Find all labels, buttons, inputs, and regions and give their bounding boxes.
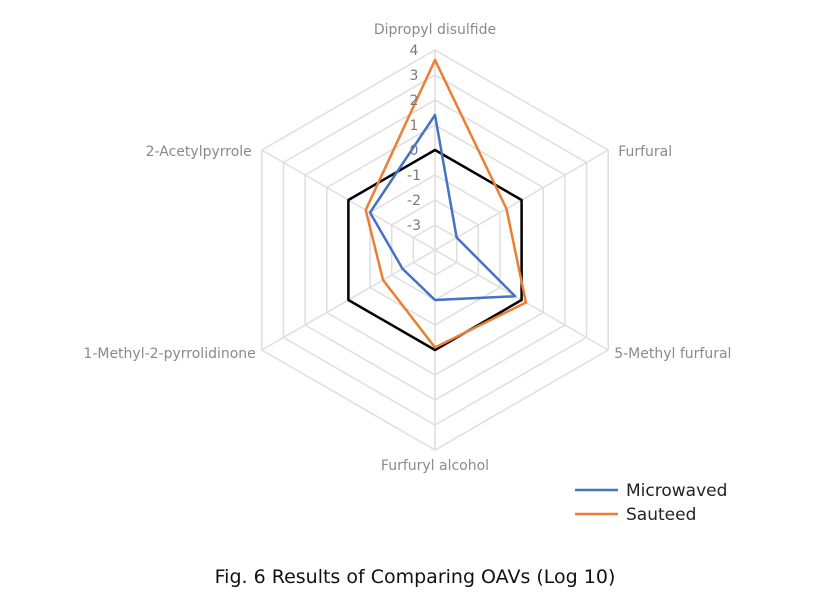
tick-label-neg1: -1 bbox=[407, 168, 421, 184]
series-microwaved bbox=[368, 113, 517, 302]
axis-label-0: Dipropyl disulfide bbox=[374, 22, 496, 38]
axis-label-1: Furfural bbox=[618, 144, 672, 160]
axis-label-5: 2-Acetylpyrrole bbox=[146, 144, 252, 160]
tick-label-neg3: -3 bbox=[407, 218, 421, 234]
figure-caption: Fig. 6 Results of Comparing OAVs (Log 10… bbox=[215, 566, 616, 588]
axis-label-3: Furfuryl alcohol bbox=[381, 458, 489, 474]
radar-axis-labels: Dipropyl disulfide Furfural 5-Methyl furfu… bbox=[83, 22, 731, 474]
tick-label-3: 3 bbox=[410, 68, 419, 84]
tick-label-0: 0 bbox=[410, 143, 419, 159]
legend-label-sauteed: Sauteed bbox=[626, 505, 696, 525]
series-baseline bbox=[347, 148, 523, 352]
legend-label-microwaved: Microwaved bbox=[626, 481, 727, 501]
tick-label-1: 1 bbox=[410, 118, 419, 134]
radar-grid bbox=[261, 49, 609, 451]
tick-label-4: 4 bbox=[410, 43, 419, 59]
tick-label-2: 2 bbox=[410, 93, 419, 109]
axis-label-2: 5-Methyl furfural bbox=[614, 346, 731, 362]
legend: Microwaved Sauteed bbox=[575, 481, 727, 525]
series-sauteed bbox=[364, 58, 528, 349]
radar-ticks: 4 3 2 1 0 -1 -2 -3 bbox=[407, 43, 421, 234]
axis-label-4: 1-Methyl-2-pyrrolidinone bbox=[83, 346, 255, 362]
radar-series bbox=[347, 58, 528, 352]
tick-label-neg2: -2 bbox=[407, 193, 421, 209]
